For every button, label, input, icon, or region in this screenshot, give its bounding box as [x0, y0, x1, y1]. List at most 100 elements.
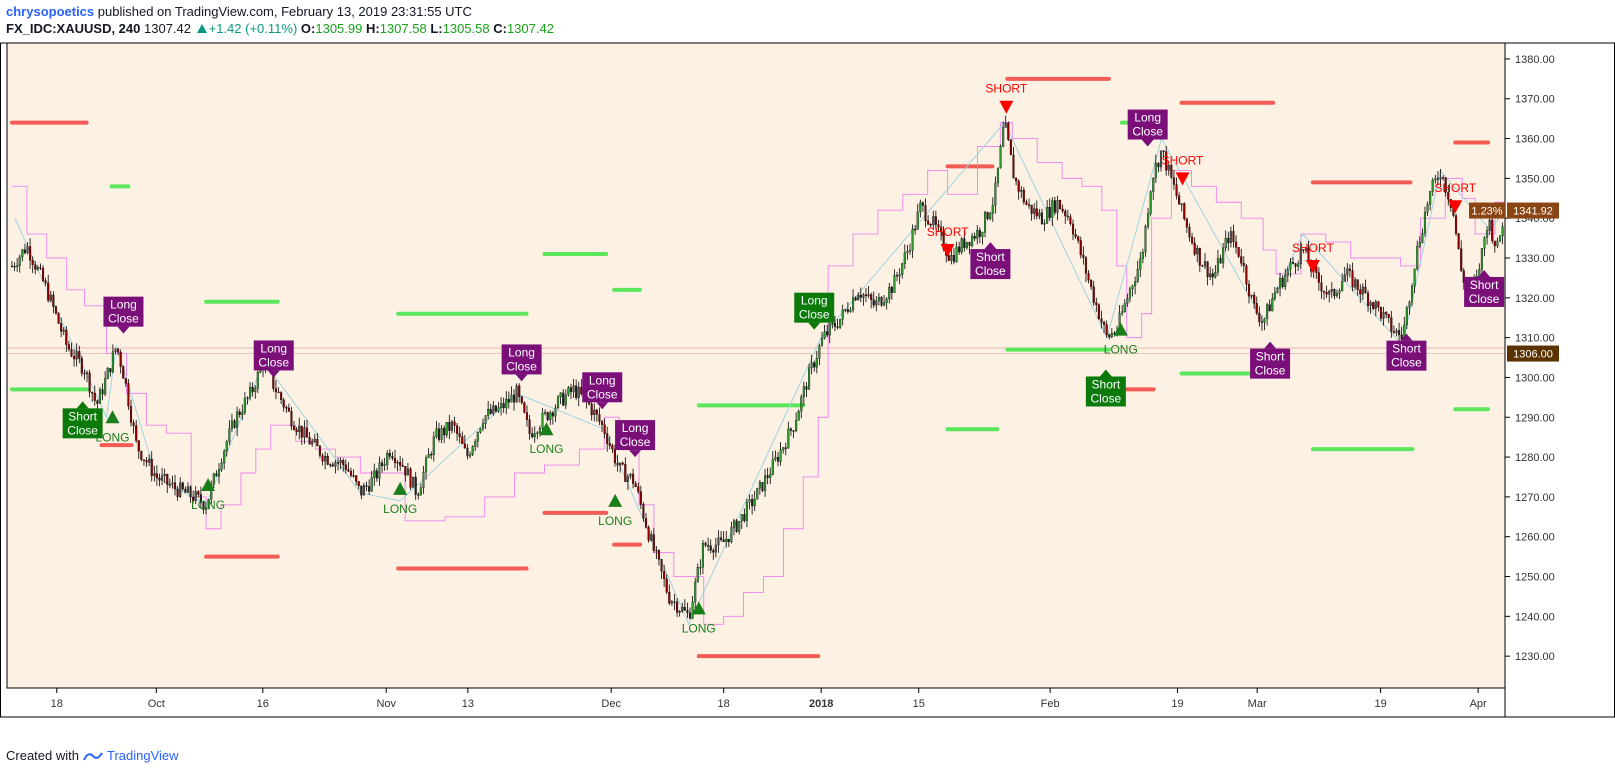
candle-body — [1361, 286, 1364, 295]
candle-body — [564, 394, 567, 406]
candle-body — [639, 491, 642, 505]
candle-body — [569, 387, 573, 393]
up-arrow-icon — [196, 24, 207, 33]
y-tick-label: 1240.00 — [1515, 611, 1555, 623]
candle-body — [60, 323, 63, 332]
candle-body — [207, 499, 210, 509]
candle-body — [1423, 212, 1427, 234]
candle-body — [1211, 273, 1214, 278]
candle-body — [186, 486, 190, 493]
candle-body — [663, 570, 666, 580]
candle-body — [1015, 178, 1018, 182]
long-arrow-icon — [539, 422, 554, 436]
candle-body — [1289, 262, 1292, 270]
candle-body — [722, 539, 725, 543]
candle-body — [994, 182, 997, 206]
tradingview-link[interactable]: TradingView — [106, 748, 179, 763]
x-tick-label: Oct — [148, 698, 165, 710]
candle-body — [751, 499, 754, 507]
candle-body — [510, 394, 513, 403]
label-pointer — [984, 242, 997, 250]
candle-body — [52, 294, 55, 307]
long-signal-label: LONG — [529, 442, 563, 456]
candle-body — [766, 475, 769, 478]
candle-body — [929, 224, 932, 226]
candle-body — [1154, 163, 1157, 179]
label-line1: Long — [589, 373, 616, 387]
short-signal-label: SHORT — [1162, 153, 1204, 167]
candle-body — [75, 351, 78, 360]
candle-body — [787, 428, 790, 449]
candle-body — [205, 508, 208, 510]
candle-body — [1297, 263, 1300, 267]
candle-body — [1084, 257, 1088, 274]
candle-body — [246, 397, 249, 399]
candle-body — [908, 250, 912, 252]
candle-body — [1281, 278, 1284, 287]
candle-body — [903, 252, 906, 264]
candle-body — [1364, 286, 1367, 294]
candle-body — [1188, 227, 1191, 238]
candle-body — [453, 421, 456, 426]
candle-body — [502, 403, 505, 409]
candle-body — [18, 256, 21, 266]
candle-body — [699, 567, 702, 569]
candle-body — [606, 433, 609, 444]
candle-body — [1255, 303, 1258, 314]
candle-body — [512, 394, 516, 403]
candle-body — [1273, 292, 1276, 299]
label-box — [1464, 276, 1505, 307]
candle-body — [626, 476, 629, 482]
candle-body — [1279, 278, 1282, 289]
candle-body — [624, 464, 627, 482]
candle-body — [518, 385, 521, 397]
candle-body — [311, 441, 314, 445]
candle-body — [290, 411, 293, 427]
candle-body — [704, 543, 707, 546]
candle-body — [443, 427, 446, 436]
candle-body — [1128, 288, 1132, 299]
candle-body — [238, 411, 241, 415]
candle-body — [971, 235, 974, 246]
label-line2: Close — [1469, 292, 1500, 306]
candle-body — [370, 477, 373, 492]
candle-body — [776, 457, 780, 462]
candle-body — [1354, 279, 1357, 288]
candle-body — [329, 464, 332, 466]
candle-body — [1191, 236, 1194, 244]
candle-body — [1147, 213, 1150, 227]
candle-body — [155, 473, 158, 479]
candle-body — [880, 296, 883, 306]
candle-body — [355, 475, 358, 482]
candle-body — [1491, 219, 1494, 242]
candle-body — [549, 412, 552, 421]
candle-body — [318, 445, 321, 456]
candle-body — [844, 309, 847, 311]
candle-body — [331, 464, 334, 467]
candle-body — [380, 462, 384, 466]
candle-body — [337, 462, 340, 464]
candle-body — [559, 392, 562, 398]
label-pointer — [1400, 333, 1413, 341]
long-signal-label: LONG — [682, 621, 716, 635]
candle-body — [637, 486, 640, 492]
candle-body — [461, 436, 464, 444]
candle-body — [1379, 307, 1383, 319]
candle-body — [137, 440, 140, 452]
candle-body — [1245, 265, 1248, 285]
candle-body — [1483, 237, 1486, 249]
author-link[interactable]: chrysopoetics — [6, 4, 95, 19]
candle-body — [1167, 165, 1170, 171]
y-tick-label: 1320.00 — [1515, 293, 1555, 305]
candle-body — [360, 485, 363, 496]
candle-body — [1227, 237, 1230, 244]
candle-body — [375, 470, 378, 479]
candle-body — [448, 422, 451, 431]
short-arrow-icon — [1305, 259, 1320, 273]
x-tick-label: 15 — [913, 698, 925, 710]
candle-body — [1317, 272, 1320, 283]
candle-body — [295, 429, 298, 432]
candle-body — [122, 366, 125, 379]
